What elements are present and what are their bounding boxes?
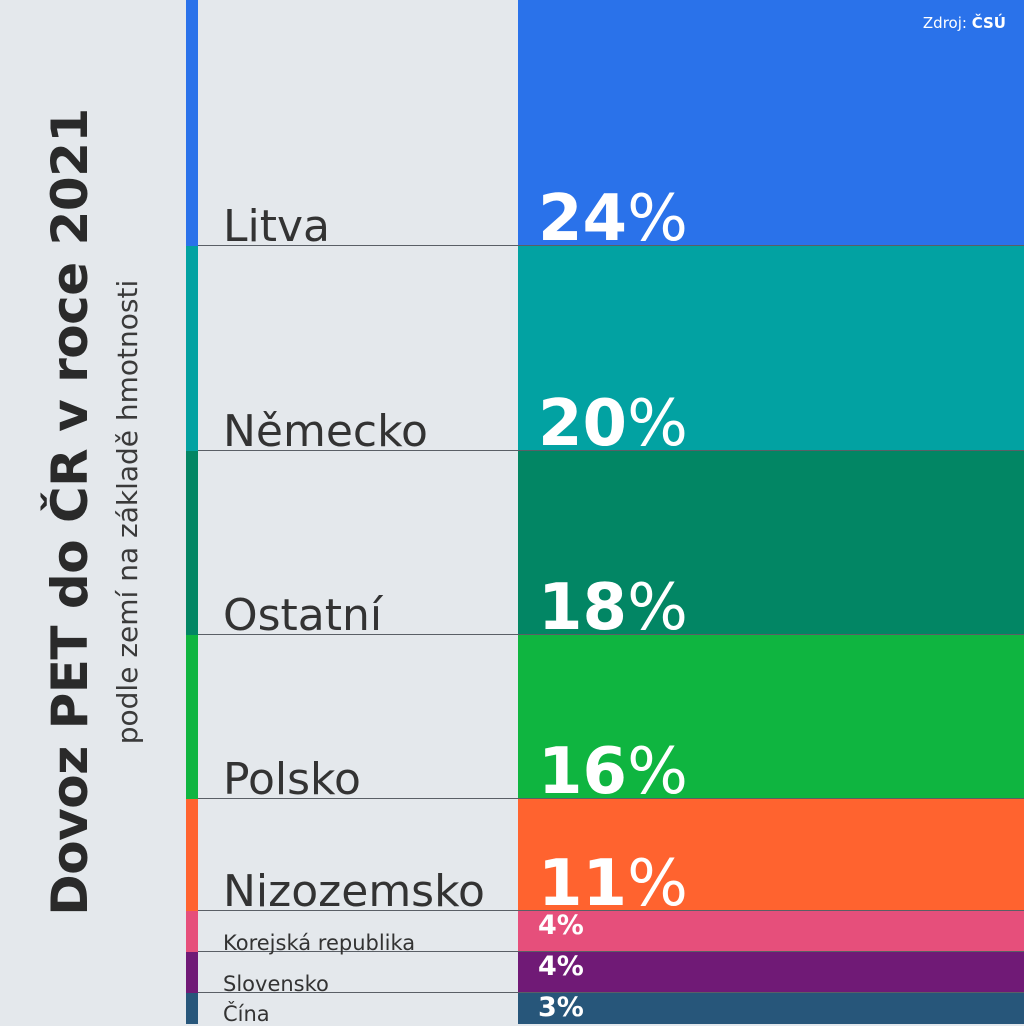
segment-bar <box>518 993 1024 1024</box>
value-label: 18% <box>538 571 688 645</box>
segment-strip <box>186 952 198 994</box>
value-label: 3% <box>538 992 584 1024</box>
category-label: Čína <box>223 1002 270 1026</box>
segment-divider <box>198 633 1024 635</box>
category-label: Slovensko <box>223 971 329 996</box>
source-label: Zdroj: <box>922 14 967 32</box>
segment-divider <box>198 910 1024 912</box>
source-note: Zdroj: ČSÚ <box>923 14 1006 32</box>
segment-strip <box>186 245 198 451</box>
value-label: 16% <box>538 734 688 809</box>
segment-strip <box>186 911 198 953</box>
category-label: Německo <box>223 405 428 457</box>
segment-divider <box>198 797 1024 799</box>
segment-bar <box>518 798 1024 912</box>
segment-bar <box>518 450 1024 635</box>
category-label: Polsko <box>223 753 361 805</box>
segment-strip <box>186 634 198 799</box>
segment-bar <box>518 911 1024 953</box>
segment-strip <box>186 798 198 912</box>
segment-bar <box>518 245 1024 451</box>
category-label: Nizozemsko <box>223 866 485 918</box>
source-value: ČSÚ <box>971 14 1006 32</box>
value-label: 4% <box>538 951 584 983</box>
segment-divider <box>198 992 1024 994</box>
segment-divider <box>198 449 1024 451</box>
segment-bar <box>518 952 1024 994</box>
value-label: 4% <box>538 910 584 942</box>
segment-strip <box>186 993 198 1024</box>
category-label: Litva <box>223 200 330 252</box>
segment-bar <box>518 0 1024 246</box>
value-label: 11% <box>538 847 688 922</box>
segment-strip <box>186 0 198 246</box>
segment-divider <box>198 951 1024 953</box>
value-label: 24% <box>538 181 688 256</box>
value-label: 20% <box>538 386 688 461</box>
category-label: Korejská republika <box>223 930 416 955</box>
category-label: Ostatní <box>223 589 383 641</box>
segment-divider <box>198 244 1024 246</box>
segment-strip <box>186 450 198 635</box>
segment-bar <box>518 634 1024 799</box>
